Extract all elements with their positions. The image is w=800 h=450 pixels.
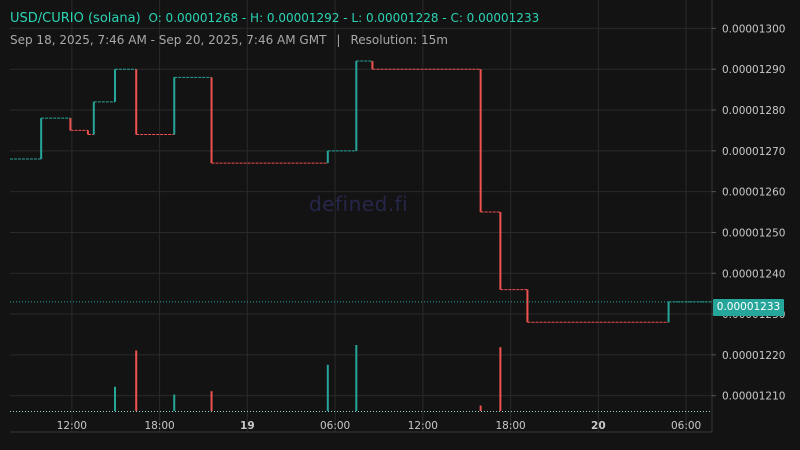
ohlc-readout: O: 0.00001268 - H: 0.00001292 - L: 0.000… [148, 11, 540, 25]
x-tick-label: 06:00 [671, 420, 701, 432]
price-axis: 0.00001300 0.00001290 0.00001280 0.00001270… [712, 23, 785, 403]
x-tick-label: 06:00 [320, 420, 350, 432]
pair-title: USD/CURIO (solana) [10, 11, 141, 26]
x-tick-label: 12:00 [57, 420, 87, 432]
y-tick-label: 0.00001300 [722, 23, 785, 35]
x-tick-label: 20 [591, 420, 606, 432]
y-tick-label: 0.00001290 [722, 64, 785, 76]
volume-bar [173, 394, 176, 411]
chart-header: USD/CURIO (solana) O: 0.00001268 - H: 0.… [10, 11, 539, 26]
volume-bar [114, 386, 117, 411]
volume-bar [326, 364, 329, 411]
volume-bars [10, 345, 712, 412]
x-tick-label: 18:00 [495, 420, 525, 432]
current-price-tag: 0.00001233 [713, 299, 784, 316]
x-tick-label: 18:00 [144, 420, 174, 432]
volume-bar [479, 405, 482, 411]
y-tick-label: 0.00001270 [722, 146, 785, 158]
resolution-label: Resolution: 15m [350, 33, 448, 47]
chart-grid [10, 0, 713, 433]
y-tick-label: 0.00001210 [722, 391, 785, 403]
volume-bar [499, 347, 502, 411]
price-series [10, 60, 712, 323]
y-tick-label: 0.00001260 [722, 187, 785, 199]
y-tick-label: 0.00001220 [722, 350, 785, 362]
separator: | [336, 33, 341, 47]
volume-bar [355, 345, 358, 411]
date-range: Sep 18, 2025, 7:46 AM - Sep 20, 2025, 7:… [10, 33, 327, 47]
x-tick-label: 19 [240, 420, 255, 432]
time-axis: 12:00 18:00 19 06:00 12:00 18:00 20 06:00 [57, 420, 702, 432]
y-tick-label: 0.00001240 [722, 268, 785, 280]
volume-bar [135, 350, 138, 411]
watermark: defined.fi [309, 192, 409, 216]
chart-subheader: Sep 18, 2025, 7:46 AM - Sep 20, 2025, 7:… [10, 33, 448, 47]
volume-bar [210, 391, 213, 411]
y-tick-label: 0.00001280 [722, 105, 785, 117]
y-tick-label: 0.00001250 [722, 227, 785, 239]
x-tick-label: 12:00 [408, 420, 438, 432]
